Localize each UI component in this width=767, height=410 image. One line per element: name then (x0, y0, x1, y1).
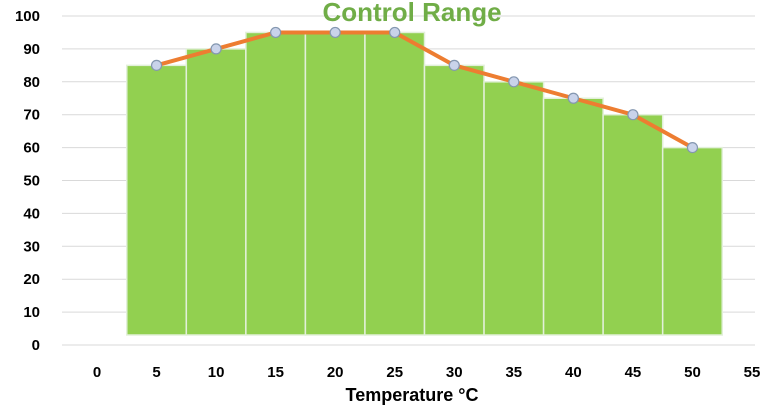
y-tick-label: 90 (23, 41, 40, 58)
bar (185, 48, 247, 336)
line-series (150, 26, 699, 154)
y-tick-label: 50 (23, 173, 40, 190)
bar (364, 31, 426, 336)
series-line (154, 30, 695, 150)
line-point (329, 26, 341, 39)
bars (126, 31, 723, 336)
y-tick-label: 80 (23, 74, 40, 91)
y-tick-label: 60 (23, 140, 40, 157)
bar (423, 64, 485, 336)
bar (304, 31, 366, 336)
line-point (210, 43, 222, 55)
x-axis-ticks: 0 5 10 15 20 25 30 35 40 45 50 55 (93, 364, 761, 381)
line-point (686, 142, 699, 154)
y-tick-label: 20 (23, 271, 40, 288)
line-point (448, 59, 460, 71)
line-point (627, 109, 639, 121)
y-tick-label: 30 (23, 238, 40, 255)
bar (483, 81, 545, 336)
line-point (567, 92, 579, 104)
x-tick-label: 30 (446, 364, 463, 381)
bar (602, 113, 664, 336)
y-tick-label: 40 (23, 205, 40, 222)
x-axis-title: Temperature °C (346, 385, 479, 405)
bar (661, 146, 723, 336)
line-point (389, 26, 401, 39)
line-point (150, 59, 163, 71)
y-tick-label: 100 (15, 8, 40, 25)
x-tick-label: 35 (505, 364, 522, 381)
bar (245, 31, 307, 336)
x-tick-label: 50 (684, 364, 701, 381)
x-tick-label: 40 (565, 364, 582, 381)
x-tick-label: 45 (625, 364, 642, 381)
x-tick-label: 10 (208, 364, 225, 381)
line-point (270, 26, 282, 39)
x-tick-label: 0 (93, 364, 101, 381)
line-point (508, 76, 520, 88)
bar (126, 64, 188, 336)
chart-title: Control Range (322, 0, 501, 27)
x-tick-label: 15 (267, 364, 284, 381)
x-tick-label: 20 (327, 364, 344, 381)
x-tick-label: 25 (386, 364, 403, 381)
x-tick-label: 5 (152, 364, 160, 381)
y-tick-label: 70 (23, 107, 40, 124)
x-tick-label: 55 (744, 364, 761, 381)
y-tick-label: 10 (23, 304, 40, 321)
y-axis-ticks: 0 10 20 30 40 50 60 70 80 90 100 (15, 8, 40, 354)
bar (542, 97, 604, 336)
y-tick-label: 0 (32, 337, 40, 354)
